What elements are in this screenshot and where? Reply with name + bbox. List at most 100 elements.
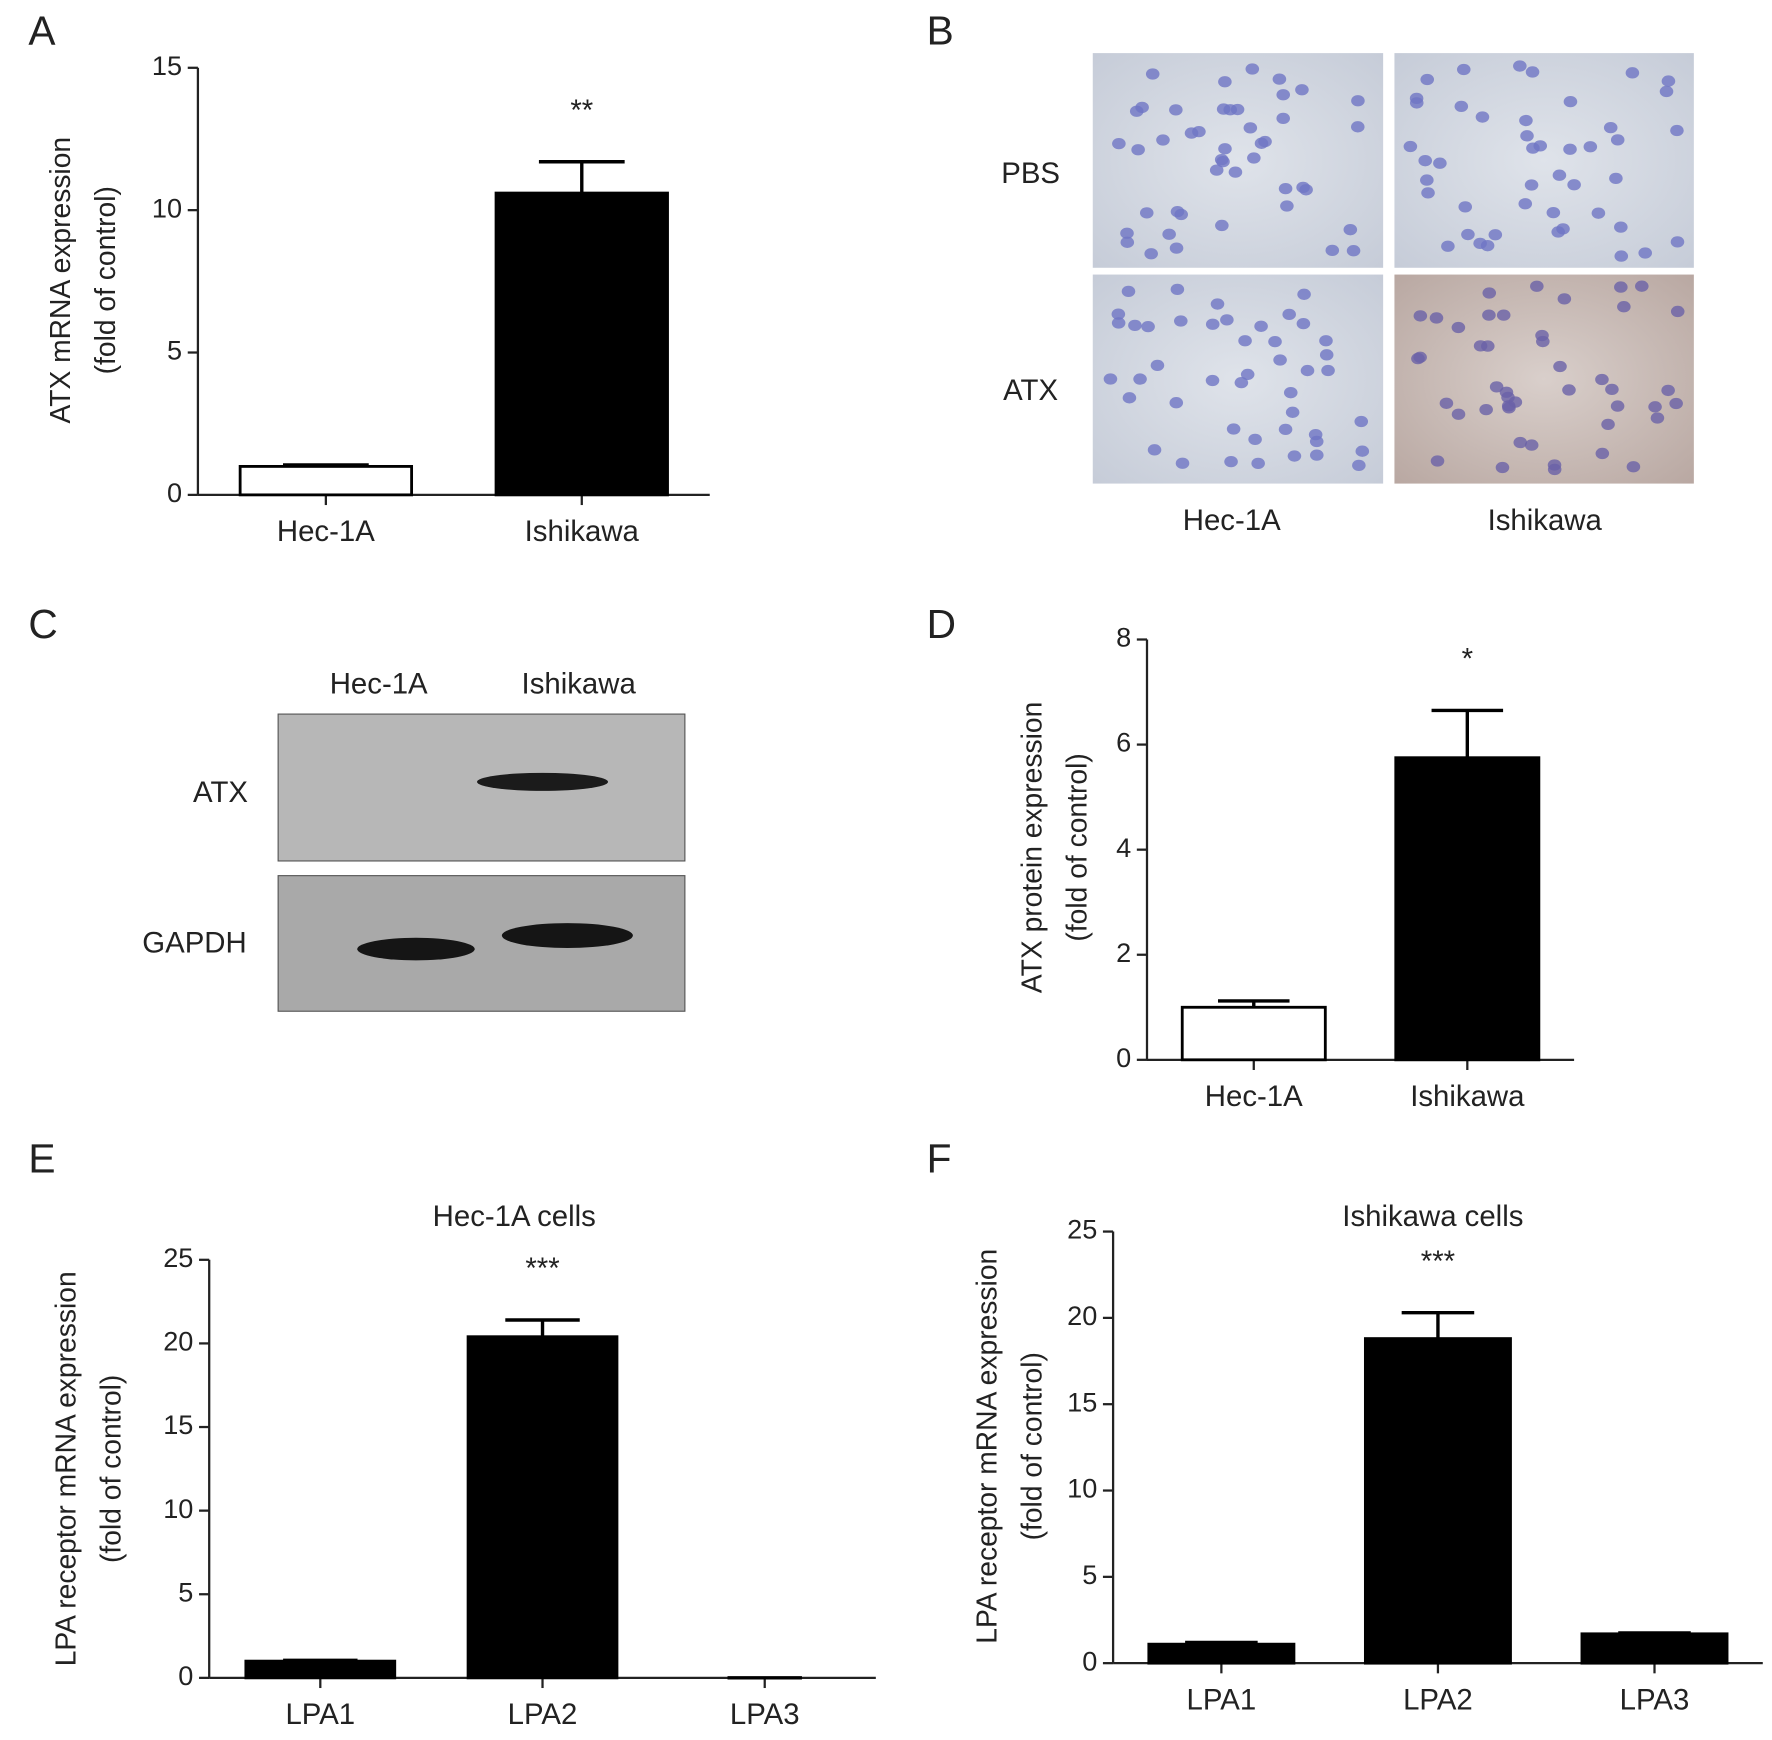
bar [494,191,669,497]
nucleus [1567,179,1581,191]
nucleus [1513,60,1527,72]
blot [277,875,686,1012]
y-tick-label: 15 [163,1409,193,1440]
bar [1580,1632,1729,1665]
band [501,923,633,948]
nucleus [1454,100,1469,113]
bar [1394,756,1541,1062]
y-tick-label: 0 [178,1660,193,1691]
nucleus [1220,314,1234,326]
nucleus [1482,309,1496,321]
y-tick-label: 0 [1116,1042,1131,1073]
nucleus [1251,457,1265,470]
significance-label: *** [1421,1245,1455,1278]
nucleus [1601,418,1615,431]
nucleus [1156,134,1170,146]
x-tick-label: LPA2 [1403,1683,1473,1716]
nucleus [1128,319,1142,332]
nucleus [1475,111,1490,123]
nucleus [1111,317,1126,329]
nucleus [1144,248,1158,260]
nucleus [1638,247,1652,259]
y-tick-label: 8 [1116,622,1131,653]
bar [466,1335,619,1680]
nucleus [1496,309,1511,321]
nucleus [1278,183,1293,195]
nucleus [1218,76,1232,88]
nucleus [1287,450,1302,462]
nucleus [1112,137,1126,150]
nucleus [1248,433,1262,445]
nucleus [1226,423,1241,435]
bar [1363,1337,1512,1665]
column-label: Hec-1A [1183,504,1281,537]
x-tick-label: LPA1 [1187,1683,1257,1716]
nucleus [1296,318,1311,330]
nucleus [1513,436,1528,449]
bar [238,464,414,497]
nucleus [1214,153,1229,166]
x-tick-label: LPA1 [285,1698,355,1731]
nucleus [1591,207,1606,219]
nucleus [1603,121,1618,134]
nucleus [1254,320,1268,332]
y-tick-label: 25 [163,1242,193,1273]
nucleus [1433,157,1447,169]
nucleus [1519,114,1533,127]
y-tick-label: 6 [1116,727,1131,758]
nucleus [1625,67,1640,79]
lane-label: Ishikawa [522,668,637,701]
x-tick-label: Hec-1A [277,515,375,548]
nucleus [1243,122,1258,134]
row-label: PBS [1001,157,1060,190]
nucleus [1451,321,1466,334]
y-axis-label: (fold of control) [1015,1352,1047,1540]
nucleus [1526,142,1540,154]
nucleus [1595,373,1609,386]
nucleus [1276,112,1290,124]
nucleus [1240,368,1255,381]
micrograph [1092,53,1384,268]
nucleus [1170,283,1185,296]
y-axis-label: (fold of control) [1061,753,1093,941]
nucleus [1343,224,1358,236]
nucleus [1451,408,1466,420]
nucleus [1535,329,1549,342]
nucleus [1458,201,1473,213]
y-tick-label: 20 [1067,1300,1097,1331]
nucleus [1473,237,1487,250]
lane-label: Hec-1A [330,668,428,701]
nucleus [1583,141,1598,153]
y-axis-label: LPA receptor mRNA expression [49,1271,81,1666]
nucleus [1479,403,1493,416]
nucleus [1141,320,1155,333]
y-tick-label: 25 [1067,1214,1097,1245]
nucleus [1272,73,1287,85]
nucleus [1295,84,1309,96]
nucleus [1169,397,1184,409]
panel-label: D [927,601,956,647]
y-tick-label: 10 [1067,1473,1097,1504]
nucleus [1351,121,1365,133]
nucleus [1351,95,1365,107]
nucleus [1605,383,1619,395]
nucleus [1170,206,1185,218]
nucleus [1595,447,1610,460]
nucleus [1319,335,1333,347]
nucleus [1661,384,1675,397]
nucleus [1609,172,1623,185]
column-label: Ishikawa [1488,504,1603,537]
nucleus [1501,400,1516,412]
nucleus [1614,221,1628,233]
nucleus [1280,200,1294,212]
nucleus [1131,144,1145,156]
cells [1103,60,1685,476]
nucleus [1210,298,1225,310]
nucleus [1563,143,1577,155]
nucleus [1661,75,1676,87]
nucleus [1273,354,1287,366]
y-axis-label: (fold of control) [89,186,121,374]
nucleus [1439,397,1454,409]
